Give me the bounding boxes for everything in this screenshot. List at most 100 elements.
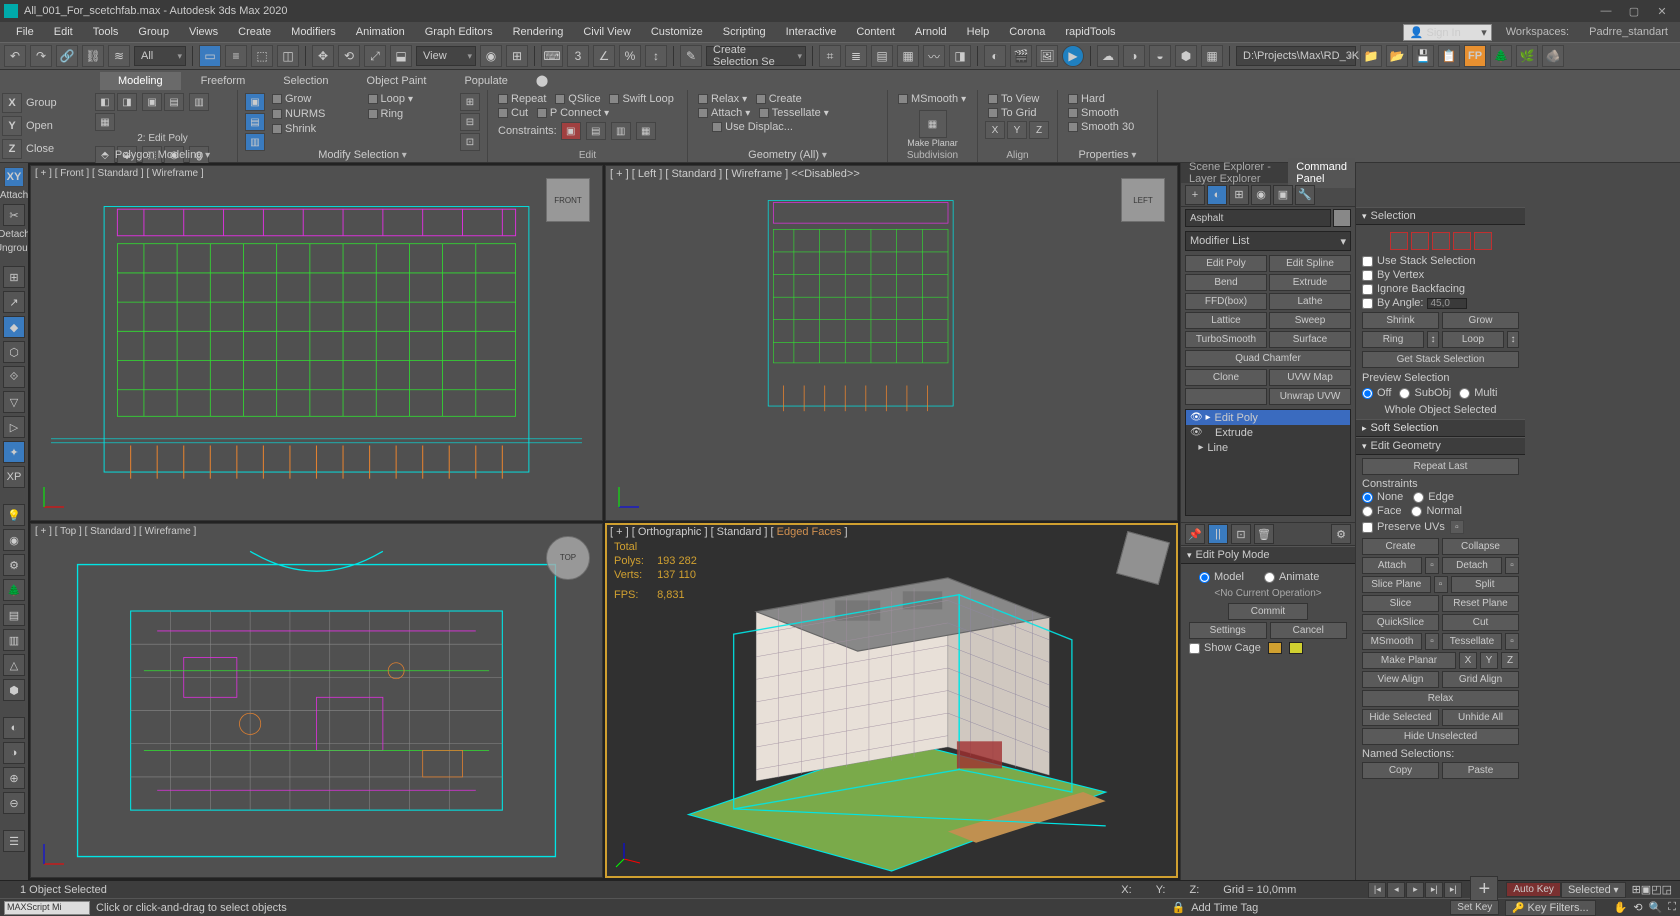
viewalign-button[interactable]: View Align	[1362, 671, 1439, 688]
grass-icon[interactable]: 🌿	[1516, 45, 1538, 67]
vp-nav-4[interactable]: ◲	[1662, 883, 1672, 896]
snap-button[interactable]: 3	[567, 45, 589, 67]
con-none-radio[interactable]: None	[1362, 490, 1403, 504]
grow-label[interactable]: Grow	[285, 93, 311, 105]
ls-14[interactable]: ▤	[3, 604, 25, 626]
group-label[interactable]: Group	[26, 97, 57, 109]
ls-4[interactable]: ⬡	[3, 341, 25, 363]
c1-icon[interactable]: ☁	[1097, 45, 1119, 67]
ls-5[interactable]: ⟐	[3, 366, 25, 388]
pm-b6[interactable]: ▦	[95, 113, 115, 131]
create-button[interactable]: Create	[1362, 538, 1439, 555]
stack-line[interactable]: ▸ Line	[1186, 440, 1350, 455]
material-button[interactable]: ◐	[984, 45, 1006, 67]
c2-icon[interactable]: ◑	[1123, 45, 1145, 67]
maxscript-listener[interactable]: MAXScript Mi	[4, 901, 90, 915]
qslice-label[interactable]: QSlice	[568, 93, 600, 105]
toggle-button[interactable]: ▦	[897, 45, 919, 67]
toview-label[interactable]: To View	[1001, 93, 1039, 105]
menu-help[interactable]: Help	[957, 24, 1000, 40]
cut-button[interactable]: Cut	[1442, 614, 1519, 631]
angle-input[interactable]	[1427, 298, 1467, 309]
ls-21[interactable]: ⊖	[3, 792, 25, 814]
pin-stack[interactable]: 📌	[1185, 524, 1205, 544]
menu-animation[interactable]: Animation	[346, 24, 415, 40]
f4-icon[interactable]: 📋	[1438, 45, 1460, 67]
percent-snap-button[interactable]: %	[619, 45, 641, 67]
goto-end[interactable]: ▸|	[1444, 882, 1462, 898]
bind-button[interactable]: ≋	[108, 45, 130, 67]
ls-15[interactable]: ▥	[3, 629, 25, 651]
modify-tab-icon[interactable]: ◐	[1207, 185, 1227, 205]
filter-dropdown[interactable]: All	[134, 46, 186, 66]
swiftloop-label[interactable]: Swift Loop	[622, 93, 673, 105]
next-frame[interactable]: ▸|	[1425, 882, 1443, 898]
align-x[interactable]: X	[985, 121, 1005, 139]
menu-tools[interactable]: Tools	[83, 24, 129, 40]
menu-views[interactable]: Views	[179, 24, 228, 40]
split-button[interactable]: Split	[1451, 576, 1520, 593]
pm-b5[interactable]: ▥	[189, 93, 209, 111]
align-button[interactable]: ≣	[845, 45, 867, 67]
togrid-label[interactable]: To Grid	[1001, 107, 1036, 119]
vp-nav-3[interactable]: ◰	[1651, 883, 1661, 896]
preview-multi[interactable]: Multi	[1459, 386, 1497, 400]
object-name-input[interactable]	[1185, 209, 1331, 227]
ls-10[interactable]: 💡	[3, 504, 25, 526]
paste-button[interactable]: Paste	[1442, 762, 1519, 779]
fp-button[interactable]: FP	[1464, 45, 1486, 67]
workspace-name[interactable]: Padrre_standart	[1583, 26, 1674, 38]
detach-side[interactable]: Detach	[0, 229, 30, 240]
pm-b2[interactable]: ◨	[117, 93, 137, 111]
ls-18[interactable]: ◐	[3, 717, 25, 739]
x-axis-button[interactable]: X	[2, 93, 22, 113]
smooth-label[interactable]: Smooth	[1081, 107, 1119, 119]
mp-x[interactable]: X	[1459, 652, 1477, 669]
selected-dropdown[interactable]: Selected ▾	[1561, 882, 1626, 898]
layers-button[interactable]: ▤	[871, 45, 893, 67]
autokey-button[interactable]: Auto Key	[1506, 882, 1561, 897]
manip-button[interactable]: ⊞	[506, 45, 528, 67]
menu-corona[interactable]: Corona	[999, 24, 1055, 40]
project-path-dropdown[interactable]: D:\Projects\Max\RD_3K	[1236, 46, 1356, 66]
mod-ffd[interactable]: FFD(box)	[1185, 293, 1267, 310]
unlink-button[interactable]: ⛓	[82, 45, 104, 67]
geom-label[interactable]: Geometry (All) ▾	[688, 149, 887, 161]
tree-icon[interactable]: 🌲	[1490, 45, 1512, 67]
tab-modeling[interactable]: Modeling	[100, 72, 181, 90]
pm-b4[interactable]: ▤	[164, 93, 184, 111]
display-tab-icon[interactable]: ▣	[1273, 185, 1293, 205]
remove-mod[interactable]: 🗑	[1254, 524, 1274, 544]
menu-civilview[interactable]: Civil View	[573, 24, 640, 40]
align-y[interactable]: Y	[1007, 121, 1027, 139]
repeat-label[interactable]: Repeat	[511, 93, 546, 105]
select-button[interactable]: ▭	[199, 45, 221, 67]
tessellate-label[interactable]: Tessellate	[772, 107, 821, 119]
motion-tab-icon[interactable]: ◉	[1251, 185, 1271, 205]
ls-22[interactable]: ☰	[3, 830, 25, 852]
ms-b2[interactable]: ▤	[245, 113, 265, 131]
viewcube-persp[interactable]	[1116, 531, 1170, 585]
vp-nav-6[interactable]: ⟲	[1633, 901, 1642, 914]
object-color-swatch[interactable]	[1333, 209, 1351, 227]
ls-20[interactable]: ⊕	[3, 767, 25, 789]
commit-button[interactable]: Commit	[1228, 603, 1308, 620]
edit-namedsel-button[interactable]: ✎	[680, 45, 702, 67]
ring-button[interactable]: Ring	[1362, 331, 1424, 348]
byvertex-check[interactable]	[1362, 270, 1373, 281]
ls-11[interactable]: ◉	[3, 529, 25, 551]
f3-icon[interactable]: 💾	[1412, 45, 1434, 67]
nurms-label[interactable]: NURMS	[285, 108, 325, 120]
show-end[interactable]: ||	[1208, 524, 1228, 544]
ls-2[interactable]: ↗	[3, 291, 25, 313]
configure-sets[interactable]: ⚙	[1331, 524, 1351, 544]
loop-button[interactable]: Loop	[1442, 331, 1504, 348]
placement-button[interactable]: ⬓	[390, 45, 412, 67]
rock-icon[interactable]: 🪨	[1542, 45, 1564, 67]
repeatlast-button[interactable]: Repeat Last	[1362, 458, 1519, 475]
mirror-button[interactable]: ⌗	[819, 45, 841, 67]
xy-button[interactable]: XY	[4, 167, 24, 187]
close-button[interactable]: ✕	[1648, 2, 1676, 20]
vertex-subobj[interactable]	[1390, 232, 1408, 250]
angle-snap-button[interactable]: ∠	[593, 45, 615, 67]
